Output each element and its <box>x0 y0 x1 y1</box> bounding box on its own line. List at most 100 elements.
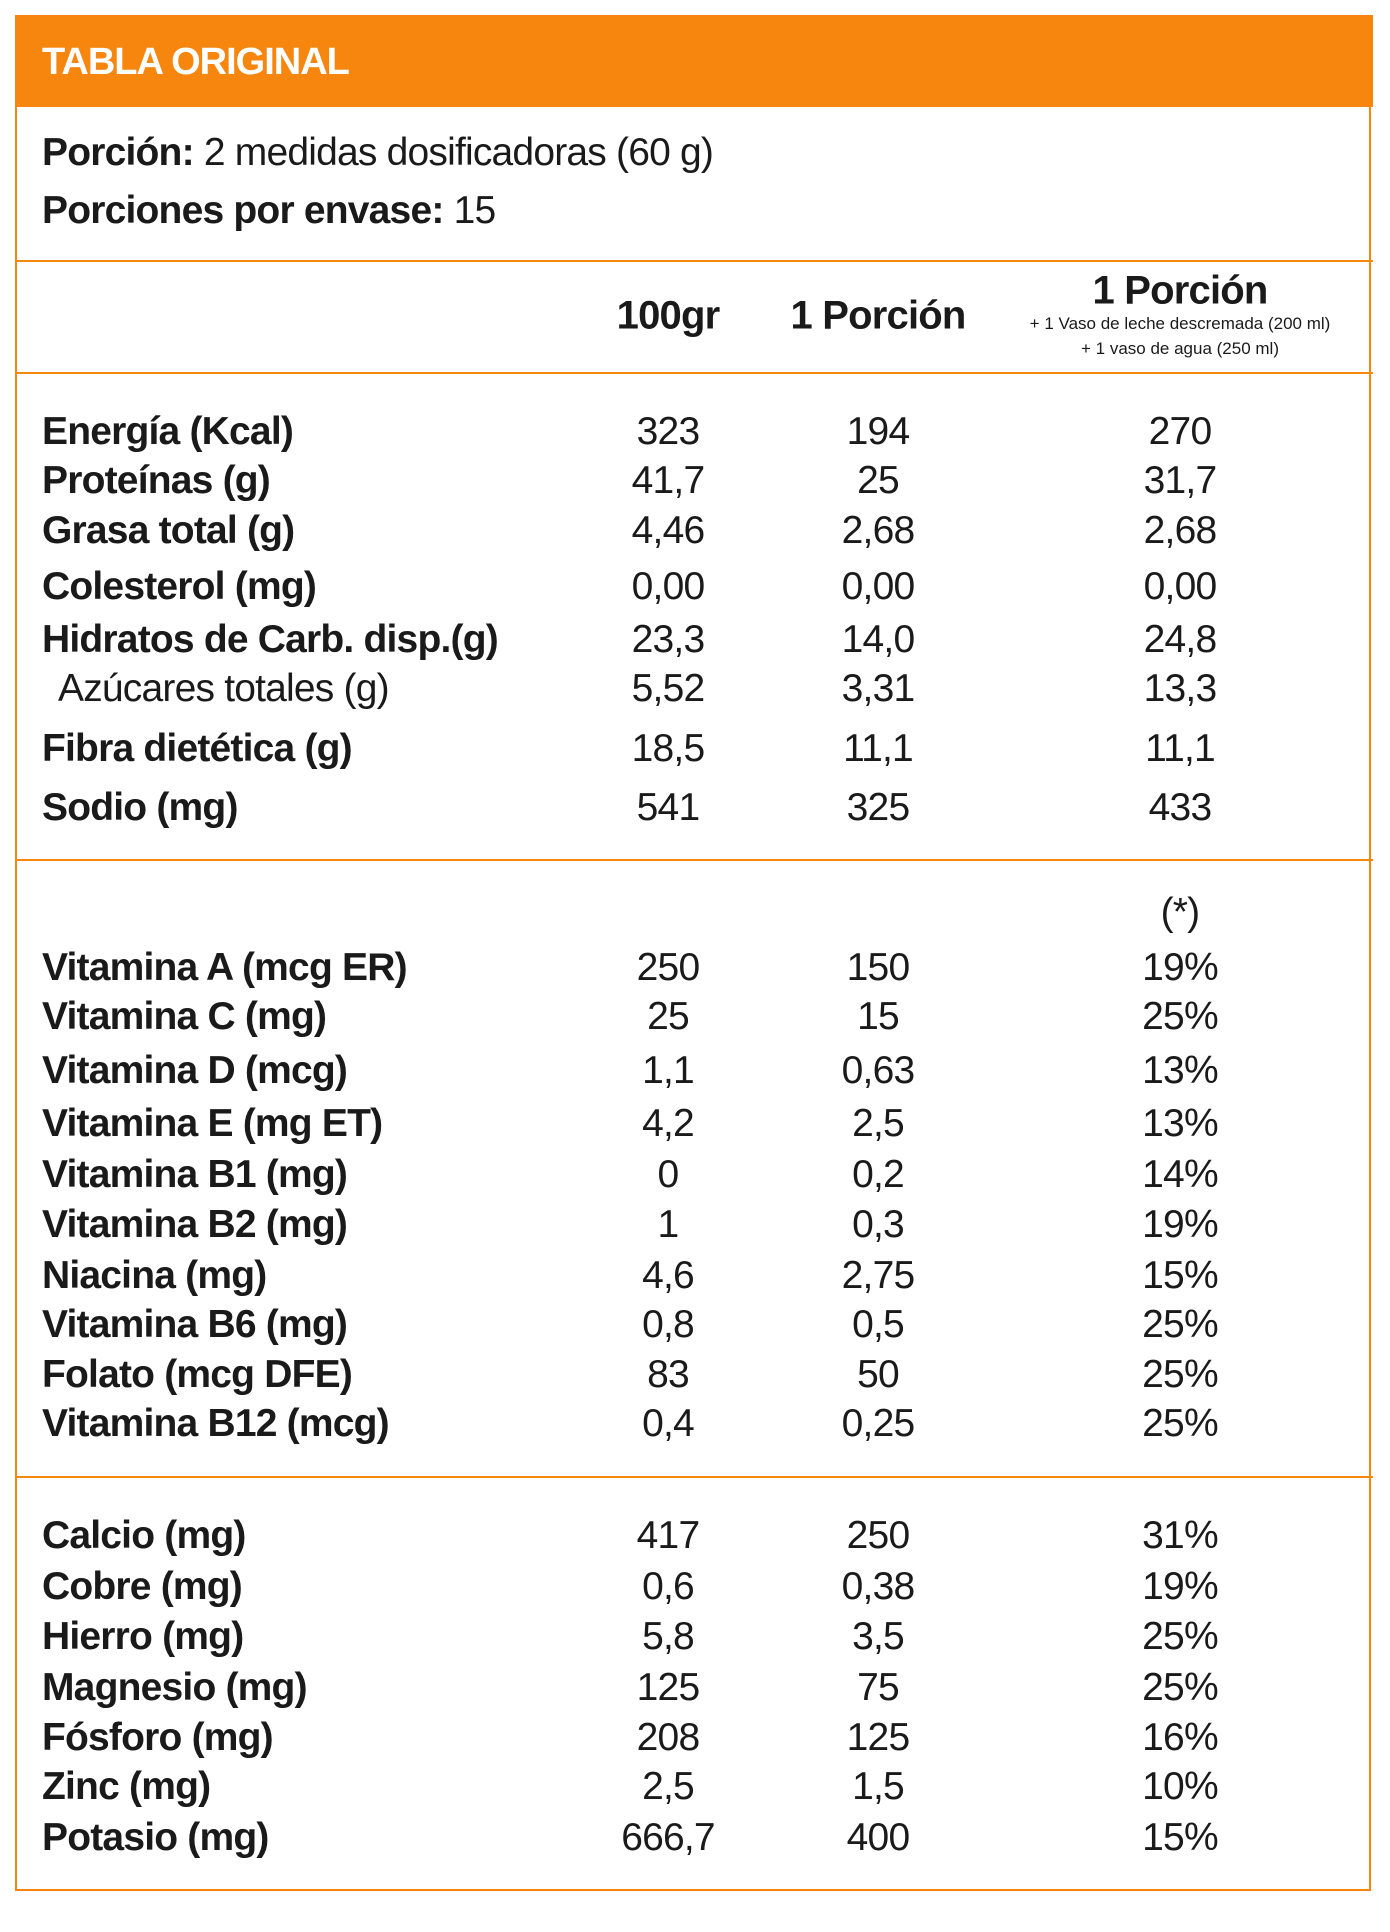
column-note-water: + 1 vaso de agua (250 ml) <box>1081 339 1279 358</box>
value-100gr: 250 <box>636 946 700 989</box>
value-portion: 400 <box>846 1816 910 1859</box>
value-portion: 0,00 <box>841 565 916 608</box>
value-100gr: 1,1 <box>642 1049 695 1092</box>
value-100gr: 0 <box>657 1153 680 1196</box>
value-portion: 50 <box>857 1353 900 1396</box>
value-portion: 14,0 <box>841 618 916 661</box>
value-portion: 325 <box>846 786 910 829</box>
value-portion-milk: 13% <box>1142 1102 1218 1145</box>
nutrient-label: Vitamina B1 (mg) <box>42 1153 348 1196</box>
value-100gr: 2,5 <box>642 1765 695 1808</box>
value-portion: 250 <box>846 1514 910 1557</box>
nutrient-label: Vitamina B6 (mg) <box>42 1303 348 1346</box>
value-portion-milk: 25% <box>1142 1666 1218 1709</box>
nutrient-label: Grasa total (g) <box>42 509 295 552</box>
value-portion-milk: 10% <box>1142 1765 1218 1808</box>
value-portion: 1,5 <box>852 1765 905 1808</box>
value-portion-milk: 25% <box>1142 1615 1218 1658</box>
nutrient-label: Zinc (mg) <box>42 1765 211 1808</box>
value-portion: 0,38 <box>841 1565 916 1608</box>
value-100gr: 0,4 <box>642 1402 695 1445</box>
divider <box>15 1476 1373 1478</box>
portion-label: Porción: <box>42 131 195 174</box>
table-title: TABLA ORIGINAL <box>42 41 350 83</box>
value-100gr: 5,8 <box>642 1615 695 1658</box>
nutrient-label: Colesterol (mg) <box>42 565 317 608</box>
table-header-bar: TABLA ORIGINAL <box>15 15 1373 107</box>
nutrient-label: Cobre (mg) <box>42 1565 243 1608</box>
value-portion-milk: 25% <box>1142 1402 1218 1445</box>
column-header-100gr: 100gr <box>616 293 721 338</box>
value-100gr: 83 <box>647 1353 690 1396</box>
value-100gr: 541 <box>636 786 700 829</box>
value-portion: 2,5 <box>852 1102 905 1145</box>
nutrient-label: Fósforo (mg) <box>42 1716 274 1759</box>
nutrient-label: Vitamina B12 (mcg) <box>42 1402 390 1445</box>
value-portion: 194 <box>846 410 910 453</box>
value-portion-milk: 2,68 <box>1143 509 1218 552</box>
value-100gr: 4,46 <box>631 509 706 552</box>
value-100gr: 208 <box>636 1716 700 1759</box>
nutrient-label: Proteínas (g) <box>42 459 271 502</box>
nutrient-label: Fibra dietética (g) <box>42 727 353 770</box>
divider <box>15 260 1373 262</box>
value-100gr: 4,6 <box>642 1254 695 1297</box>
column-header-portion-milk: 1 Porción <box>1092 268 1268 313</box>
value-100gr: 1 <box>657 1203 680 1246</box>
value-portion-milk: 19% <box>1142 1203 1218 1246</box>
value-100gr: 666,7 <box>621 1816 715 1859</box>
nutrient-label: Sodio (mg) <box>42 786 238 829</box>
value-portion-milk: 14% <box>1142 1153 1218 1196</box>
nutrient-label: Folato (mcg DFE) <box>42 1353 353 1396</box>
value-portion-milk: 15% <box>1142 1254 1218 1297</box>
vitamin-note: (*) <box>1160 891 1201 934</box>
value-portion-milk: 11,1 <box>1145 727 1216 770</box>
value-portion: 0,63 <box>841 1049 916 1092</box>
value-portion: 0,5 <box>852 1303 905 1346</box>
value-portion-milk: 25% <box>1142 1303 1218 1346</box>
value-portion-milk: 24,8 <box>1143 618 1218 661</box>
nutrient-label: Vitamina D (mcg) <box>42 1049 348 1092</box>
value-portion: 11,1 <box>843 727 914 770</box>
value-portion: 0,3 <box>852 1203 905 1246</box>
nutrient-label: Niacina (mg) <box>42 1254 267 1297</box>
column-header-portion: 1 Porción <box>790 293 966 338</box>
value-portion-milk: 0,00 <box>1143 565 1218 608</box>
value-100gr: 41,7 <box>631 459 706 502</box>
value-100gr: 0,8 <box>642 1303 695 1346</box>
servings-value: 15 <box>453 189 497 232</box>
value-100gr: 18,5 <box>631 727 706 770</box>
nutrient-label: Magnesio (mg) <box>42 1666 308 1709</box>
value-portion: 75 <box>857 1666 900 1709</box>
value-100gr: 25 <box>647 995 690 1038</box>
value-portion: 15 <box>857 995 900 1038</box>
servings-line: Porciones por envase: 15 <box>42 189 497 233</box>
value-portion-milk: 13% <box>1142 1049 1218 1092</box>
value-portion: 25 <box>857 459 900 502</box>
value-portion: 125 <box>846 1716 910 1759</box>
value-100gr: 0,00 <box>631 565 706 608</box>
nutrient-label: Hierro (mg) <box>42 1615 244 1658</box>
nutrient-label: Vitamina A (mcg ER) <box>42 946 408 989</box>
nutrient-label: Vitamina E (mg ET) <box>42 1102 383 1145</box>
nutrient-label: Vitamina C (mg) <box>42 995 327 1038</box>
column-note-milk: + 1 Vaso de leche descremada (200 ml) <box>1029 314 1331 333</box>
nutrient-label: Energía (Kcal) <box>42 410 294 453</box>
value-portion-milk: 19% <box>1142 946 1218 989</box>
value-portion: 0,25 <box>841 1402 916 1445</box>
nutrient-label: Hidratos de Carb. disp.(g) <box>42 618 499 661</box>
value-portion-milk: 15% <box>1142 1816 1218 1859</box>
value-portion-milk: 25% <box>1142 995 1218 1038</box>
nutrient-label: Azúcares totales (g) <box>58 667 390 710</box>
value-100gr: 0,6 <box>642 1565 695 1608</box>
nutrient-label: Potasio (mg) <box>42 1816 269 1859</box>
value-portion-milk: 16% <box>1142 1716 1218 1759</box>
nutrient-label: Vitamina B2 (mg) <box>42 1203 348 1246</box>
servings-label: Porciones por envase: <box>42 189 444 232</box>
value-portion: 2,75 <box>841 1254 916 1297</box>
value-portion: 3,5 <box>852 1615 905 1658</box>
value-portion-milk: 31,7 <box>1143 459 1218 502</box>
value-portion: 3,31 <box>841 667 916 710</box>
value-portion-milk: 13,3 <box>1143 667 1218 710</box>
value-100gr: 125 <box>636 1666 700 1709</box>
